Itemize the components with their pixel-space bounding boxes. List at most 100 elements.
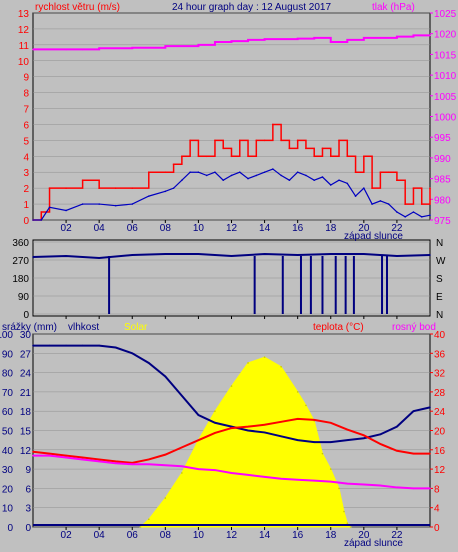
humidity-point — [197, 414, 200, 416]
rain-tick-label: 15 — [20, 427, 32, 438]
x-tick-label: 14 — [259, 530, 271, 541]
humidity-point — [230, 425, 233, 428]
pressure-tick-label: 995 — [434, 133, 451, 144]
temperature-point — [296, 418, 299, 420]
x-tick-label: 22 — [391, 223, 403, 234]
wind-average-point — [65, 209, 67, 212]
humidity-point — [114, 346, 117, 349]
solar-point — [349, 526, 352, 528]
wind-gust-point — [354, 171, 357, 174]
direction-tick-label: 0 — [23, 310, 29, 321]
wind-average-point — [387, 203, 390, 205]
dewpoint-point — [131, 463, 134, 466]
wind-direction-point — [263, 253, 266, 255]
wind-average-point — [255, 174, 258, 177]
rain-tick-label: 12 — [20, 446, 32, 457]
wind-tick-label: 1 — [23, 200, 29, 211]
x-tick-label: 16 — [292, 223, 304, 234]
humidity-point — [98, 344, 100, 347]
x-tick-label: 02 — [61, 530, 73, 541]
wind-gust-point — [429, 187, 431, 189]
temperature-point — [379, 443, 382, 445]
temperature-point — [313, 419, 316, 421]
dewpoint-point — [181, 465, 183, 468]
direction-tick-label: 180 — [12, 274, 29, 285]
wind-average-point — [98, 203, 100, 205]
wind-average-point — [205, 174, 208, 177]
pressure-point — [247, 39, 249, 41]
dewpoint-point — [412, 487, 415, 490]
temperature-point — [114, 460, 117, 463]
wind-gust-point — [387, 171, 390, 174]
humidity-tick-label: 80 — [2, 369, 14, 380]
pressure-point — [329, 41, 332, 43]
wind-average-point — [296, 171, 299, 174]
temperature-tick-label: 4 — [434, 504, 440, 515]
wind-gust-point — [98, 187, 100, 189]
wind-average-point — [396, 211, 398, 213]
wind-gust-point — [81, 179, 84, 181]
wind-gust-point — [172, 163, 175, 166]
solar-point — [346, 522, 349, 524]
dewpoint-point — [164, 464, 167, 467]
temperature-tick-label: 36 — [434, 349, 446, 360]
humidity-point — [346, 439, 349, 441]
temperature-point — [230, 427, 233, 429]
wind-average-point — [272, 168, 274, 170]
wind-gust-point — [296, 139, 299, 142]
wind-average-point — [420, 216, 423, 218]
wind-tick-label: 13 — [18, 9, 30, 20]
dewpoint-point — [197, 468, 200, 470]
wind-average-point — [32, 219, 34, 221]
pressure-tick-label: 1000 — [434, 113, 457, 124]
wind-average-point — [40, 219, 43, 221]
pressure-point — [346, 39, 349, 41]
pressure-point — [313, 37, 316, 39]
humidity-point — [379, 433, 382, 436]
pressure-tick-label: 1025 — [434, 9, 457, 20]
dewpoint-point — [98, 460, 100, 463]
humidity-point — [263, 431, 266, 434]
wind-average-point — [404, 216, 406, 218]
wind-tick-label: 2 — [23, 184, 29, 195]
wind-gust-point — [313, 155, 316, 158]
wind-average-point — [172, 187, 175, 189]
wind-direction-point — [197, 253, 200, 255]
humidity-point — [296, 439, 299, 441]
wind-gust-series-line — [33, 123, 431, 221]
temperature-point — [131, 462, 134, 464]
solar-point — [164, 497, 167, 499]
wind-tick-label: 6 — [23, 120, 29, 131]
wind-average-point — [288, 179, 291, 181]
humidity-tick-label: 20 — [2, 484, 14, 495]
wind-direction-point — [230, 255, 233, 257]
wind-average-point — [247, 177, 249, 180]
temperature-tick-label: 0 — [434, 523, 440, 534]
dewpoint-point — [214, 469, 216, 471]
rain-tick-label: 6 — [25, 484, 31, 495]
rain-tick-label: 9 — [25, 465, 31, 476]
temperature-point — [65, 454, 67, 457]
humidity-tick-label: 0 — [7, 523, 13, 534]
wind-gust-point — [48, 187, 51, 189]
solar-point — [338, 487, 340, 490]
pressure-tick-label: 975 — [434, 216, 451, 227]
humidity-tick-label: 70 — [2, 388, 14, 399]
temperature-tick-label: 32 — [434, 369, 446, 380]
temperature-point — [280, 421, 282, 423]
temperature-point — [412, 452, 415, 455]
rain-tick-label: 21 — [20, 388, 32, 399]
wind-average-series-line — [33, 168, 431, 221]
dewpoint-point — [247, 474, 249, 476]
solar-point — [329, 468, 332, 470]
pressure-tick-label: 1020 — [434, 30, 457, 41]
wind-tick-label: 4 — [23, 152, 29, 163]
x-tick-label: 18 — [325, 530, 337, 541]
temperature-point — [363, 434, 365, 437]
dewpoint-point — [65, 456, 67, 459]
dewpoint-point — [280, 477, 282, 480]
temperature-point — [346, 428, 349, 431]
x-tick-label: 22 — [391, 530, 403, 541]
dewpoint-point — [346, 482, 349, 485]
solar-point — [305, 404, 307, 407]
